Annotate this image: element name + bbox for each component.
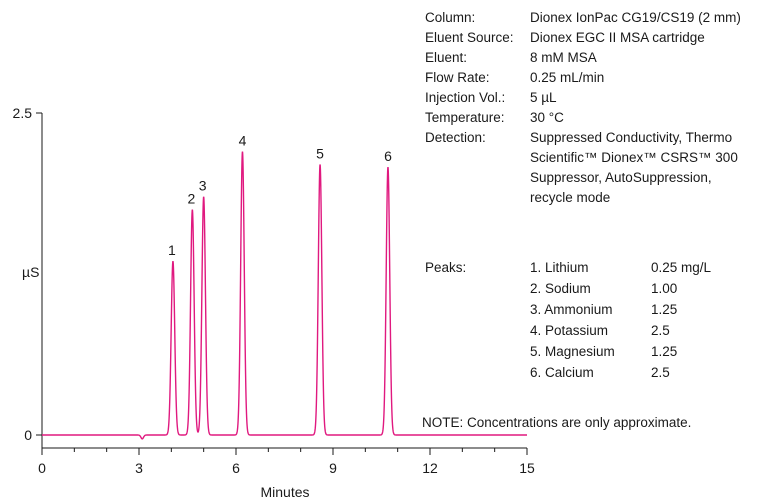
condition-value: 0.25 mL/min (530, 70, 605, 85)
peak-name: 3. Ammonium (530, 302, 613, 317)
x-tick-label: 15 (519, 460, 535, 476)
peaks-label: Peaks: (425, 260, 467, 275)
peak-label: 5 (316, 146, 324, 162)
x-tick-label: 3 (135, 460, 143, 476)
condition-key: Temperature: (425, 110, 505, 125)
peak-concentration: 1.25 (651, 302, 678, 317)
peak-name: 2. Sodium (530, 281, 591, 296)
method-conditions: Column: Dionex IonPac CG19/CS19 (2 mm) Elu… (425, 8, 755, 228)
peak-label: 1 (168, 242, 176, 258)
peak-concentration: 0.25 mg/L (651, 260, 712, 275)
peak-name: 5. Magnesium (530, 344, 615, 359)
peak-concentration: 1.25 (651, 344, 678, 359)
peak-concentration: 2.5 (651, 365, 670, 380)
condition-key: Flow Rate: (425, 70, 490, 85)
condition-value: Suppressed Conductivity, Thermo (530, 130, 733, 145)
x-axis-title: Minutes (260, 484, 309, 500)
peak-name: 1. Lithium (530, 260, 589, 275)
condition-key: Eluent Source: (425, 30, 514, 45)
x-tick-label: 9 (329, 460, 337, 476)
condition-value: recycle mode (530, 190, 611, 205)
peak-concentration: 2.5 (651, 323, 670, 338)
peak-name: 4. Potassium (530, 323, 609, 338)
peak-name: 6. Calcium (530, 365, 594, 380)
chromatogram-trace (42, 151, 527, 440)
peak-label: 4 (239, 133, 247, 149)
condition-value: Dionex IonPac CG19/CS19 (2 mm) (530, 10, 741, 25)
condition-key: Column: (425, 10, 476, 25)
peak-label: 6 (384, 148, 392, 164)
x-tick-label: 12 (422, 460, 438, 476)
condition-value: 30 °C (530, 110, 564, 125)
note: NOTE: Concentrations are only approximat… (422, 415, 692, 430)
condition-value: 8 mM MSA (530, 50, 597, 65)
condition-key: Injection Vol.: (425, 90, 506, 105)
peak-label: 2 (187, 191, 195, 207)
condition-key: Detection: (425, 130, 486, 145)
x-tick-label: 0 (38, 460, 46, 476)
condition-value: 5 µL (530, 90, 557, 105)
condition-value: Scientific™ Dionex™ CSRS™ 300 (530, 150, 738, 165)
y-tick-label: 0 (24, 427, 32, 443)
peak-label: 3 (199, 178, 207, 194)
y-axis-title: µS (22, 264, 39, 280)
y-tick-label: 2.5 (13, 105, 33, 121)
peak-table: Peaks: 1. Lithium 0.25 mg/L 2. Sodium 1.00 3… (425, 258, 755, 388)
x-tick-label: 6 (232, 460, 240, 476)
condition-value: Suppressor, AutoSuppression, (530, 170, 712, 185)
condition-value: Dionex EGC II MSA cartridge (530, 30, 705, 45)
condition-key: Eluent: (425, 50, 468, 65)
peak-concentration: 1.00 (651, 281, 678, 296)
